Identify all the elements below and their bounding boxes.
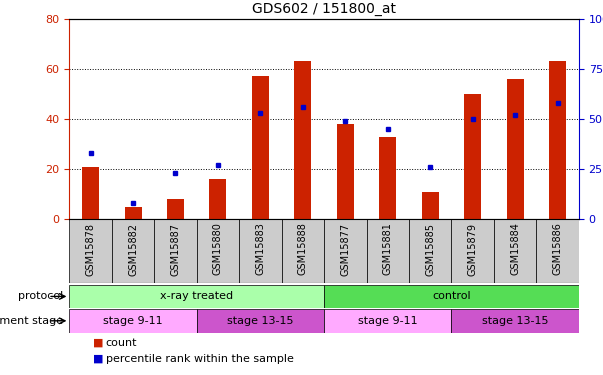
Text: GSM15877: GSM15877	[340, 223, 350, 276]
Bar	[507, 79, 523, 219]
Text: GSM15880: GSM15880	[213, 223, 223, 275]
Bar	[239, 219, 282, 283]
Bar	[421, 192, 439, 219]
Bar	[69, 309, 197, 333]
Bar	[294, 62, 311, 219]
Text: stage 9-11: stage 9-11	[103, 316, 163, 326]
Bar	[82, 167, 99, 219]
Bar	[549, 62, 566, 219]
Text: stage 13-15: stage 13-15	[227, 316, 294, 326]
Text: GSM15885: GSM15885	[425, 223, 435, 276]
Text: count: count	[106, 338, 137, 348]
Bar	[282, 219, 324, 283]
Bar	[409, 219, 452, 283]
Text: GSM15879: GSM15879	[468, 223, 478, 276]
Text: development stage: development stage	[0, 316, 63, 326]
Text: GSM15882: GSM15882	[128, 223, 138, 276]
Bar	[452, 309, 579, 333]
Bar	[167, 200, 184, 219]
Text: GSM15881: GSM15881	[383, 223, 393, 275]
Bar	[125, 207, 142, 219]
Bar	[197, 309, 324, 333]
Bar	[252, 76, 269, 219]
Text: x-ray treated: x-ray treated	[160, 291, 233, 302]
Title: GDS602 / 151800_at: GDS602 / 151800_at	[252, 2, 396, 16]
Text: protocol: protocol	[18, 291, 63, 302]
Text: control: control	[432, 291, 471, 302]
Text: stage 13-15: stage 13-15	[482, 316, 549, 326]
Bar	[324, 309, 452, 333]
Bar	[537, 219, 579, 283]
Text: ■: ■	[93, 354, 104, 364]
Bar	[324, 285, 579, 308]
Text: ■: ■	[93, 338, 104, 348]
Text: GSM15878: GSM15878	[86, 223, 96, 276]
Text: GSM15884: GSM15884	[510, 223, 520, 275]
Bar	[154, 219, 197, 283]
Bar	[337, 124, 354, 219]
Text: GSM15883: GSM15883	[256, 223, 265, 275]
Bar	[69, 219, 112, 283]
Text: GSM15886: GSM15886	[552, 223, 563, 275]
Bar	[112, 219, 154, 283]
Bar	[494, 219, 537, 283]
Bar	[69, 285, 324, 308]
Bar	[464, 94, 481, 219]
Bar	[209, 179, 227, 219]
Bar	[367, 219, 409, 283]
Text: GSM15888: GSM15888	[298, 223, 308, 275]
Bar	[197, 219, 239, 283]
Bar	[324, 219, 367, 283]
Bar	[452, 219, 494, 283]
Text: GSM15887: GSM15887	[171, 223, 180, 276]
Text: percentile rank within the sample: percentile rank within the sample	[106, 354, 294, 364]
Text: stage 9-11: stage 9-11	[358, 316, 418, 326]
Bar	[379, 136, 396, 219]
